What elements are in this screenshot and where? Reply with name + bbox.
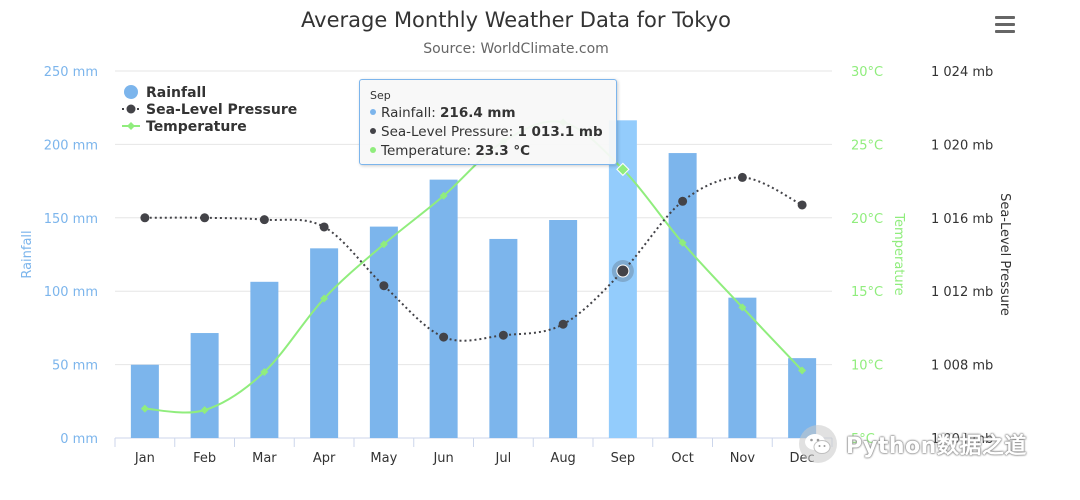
y-tick-label-pressure: 1 008 mb — [931, 359, 993, 374]
pressure-line — [144, 176, 803, 342]
y-tick-label-temperature: 10°C — [851, 359, 883, 374]
rainfall-bar — [190, 333, 219, 438]
y-tick-label-pressure: 1 016 mb — [931, 212, 993, 227]
pressure-point — [319, 222, 329, 232]
tooltip-label: Rainfall: — [381, 105, 441, 121]
pressure-point — [737, 172, 747, 182]
tooltip-header: Sep — [370, 89, 391, 102]
rainfall-bar — [369, 226, 398, 438]
legend-symbol-pressure — [126, 104, 136, 114]
chart-menu-button[interactable] — [986, 10, 1024, 40]
tooltip-label: Temperature: — [381, 143, 476, 159]
rainfall-bar — [668, 153, 697, 438]
temperature-point — [738, 303, 747, 312]
pressure-point — [558, 319, 568, 329]
pressure-point — [200, 213, 210, 223]
tooltip-value: 1 013.1 mb — [517, 124, 603, 140]
rainfall-bar — [429, 179, 458, 438]
rainfall-dot-icon — [370, 109, 376, 115]
x-tick-label: Oct — [671, 451, 693, 466]
hamburger-menu-icon-line — [995, 23, 1015, 26]
y-tick-label-pressure: 1 020 mb — [931, 138, 993, 153]
x-tick-label: Mar — [252, 451, 277, 466]
temperature-line — [144, 120, 803, 414]
x-tick-label: Jun — [432, 451, 453, 466]
pressure-dot-icon — [370, 128, 376, 134]
legend-label-pressure: Sea-Level Pressure — [146, 102, 297, 118]
watermark: Python数据之道 — [798, 424, 1027, 464]
y-tick-label-rainfall: 200 mm — [44, 138, 98, 153]
rainfall-bar — [130, 364, 159, 438]
y-tick-label-rainfall: 50 mm — [52, 359, 98, 374]
y-tick-label-rainfall: 250 mm — [44, 65, 98, 80]
rainfall-bar — [250, 281, 279, 438]
pressure-point — [498, 330, 508, 340]
x-tick-label: Jan — [134, 451, 155, 466]
temperature-point — [200, 406, 209, 415]
y-tick-label-temperature: 30°C — [851, 65, 883, 80]
y-tick-label-temperature: 20°C — [851, 212, 883, 227]
pressure-point — [259, 215, 269, 225]
tooltip-value: 216.4 mm — [440, 105, 516, 121]
temperature-dot-icon — [370, 147, 376, 153]
x-tick-label: Jul — [495, 451, 512, 466]
y-axis-title-pressure: Sea-Level Pressure — [997, 193, 1012, 316]
legend-label-rainfall: Rainfall — [146, 85, 206, 101]
pressure-point — [379, 281, 389, 291]
tooltip-row-temperature: Temperature: 23.3 °C — [370, 142, 606, 161]
y-tick-label-rainfall: 0 mm — [60, 432, 98, 447]
legend-label-temperature: Temperature — [146, 119, 247, 135]
y-axis-title-rainfall: Rainfall — [20, 230, 35, 278]
temperature-point — [260, 367, 269, 376]
temperature-point — [678, 238, 687, 247]
y-tick-label-temperature: 15°C — [851, 285, 883, 300]
chart-title: Average Monthly Weather Data for Tokyo — [301, 8, 731, 32]
pressure-point — [140, 213, 150, 223]
temperature-point — [140, 404, 149, 413]
legend-symbol-temperature — [127, 122, 135, 130]
temperature-point — [439, 191, 448, 200]
x-tick-label: Sep — [611, 451, 636, 466]
x-tick-label: Aug — [550, 451, 575, 466]
temperature-point — [798, 366, 807, 375]
x-tick-label: Nov — [730, 451, 756, 466]
pressure-point — [616, 264, 630, 278]
tooltip-row-rainfall: Rainfall: 216.4 mm — [370, 104, 606, 123]
hamburger-menu-icon-line — [995, 30, 1015, 33]
rainfall-bar — [549, 220, 578, 438]
y-tick-label-temperature: 5°C — [851, 432, 875, 447]
x-tick-label: May — [370, 451, 397, 466]
legend-symbol-rainfall — [124, 85, 138, 99]
temperature-point — [379, 240, 388, 249]
rainfall-bar — [310, 248, 339, 438]
y-tick-label-rainfall: 150 mm — [44, 212, 98, 227]
watermark-text: Python数据之道 — [846, 434, 1027, 459]
chart-subtitle: Source: WorldClimate.com — [423, 41, 609, 57]
rainfall-bar — [728, 297, 757, 438]
x-tick-label: Feb — [193, 451, 216, 466]
y-tick-label-temperature: 25°C — [851, 138, 883, 153]
pressure-point — [439, 332, 449, 342]
x-tick-label: Apr — [313, 451, 336, 466]
y-axis-title-temperature: Temperature — [891, 212, 906, 295]
y-tick-label-rainfall: 100 mm — [44, 285, 98, 300]
tooltip: Sep Rainfall: 216.4 mm Sea-Level Pressur… — [359, 79, 617, 165]
y-tick-label-pressure: 1 012 mb — [931, 285, 993, 300]
tooltip-label: Sea-Level Pressure: — [381, 124, 518, 140]
tooltip-row-pressure: Sea-Level Pressure: 1 013.1 mb — [370, 123, 606, 142]
temperature-point — [616, 162, 630, 177]
hamburger-menu-icon — [995, 16, 1015, 19]
y-tick-label-pressure: 1 024 mb — [931, 65, 993, 80]
temperature-point — [320, 294, 329, 303]
tooltip-value: 23.3 °C — [475, 143, 531, 159]
pressure-point — [797, 200, 807, 210]
wechat-icon — [799, 425, 837, 463]
pressure-point — [678, 196, 688, 206]
y-tick-label-pressure: 1 004 mb — [931, 432, 993, 447]
